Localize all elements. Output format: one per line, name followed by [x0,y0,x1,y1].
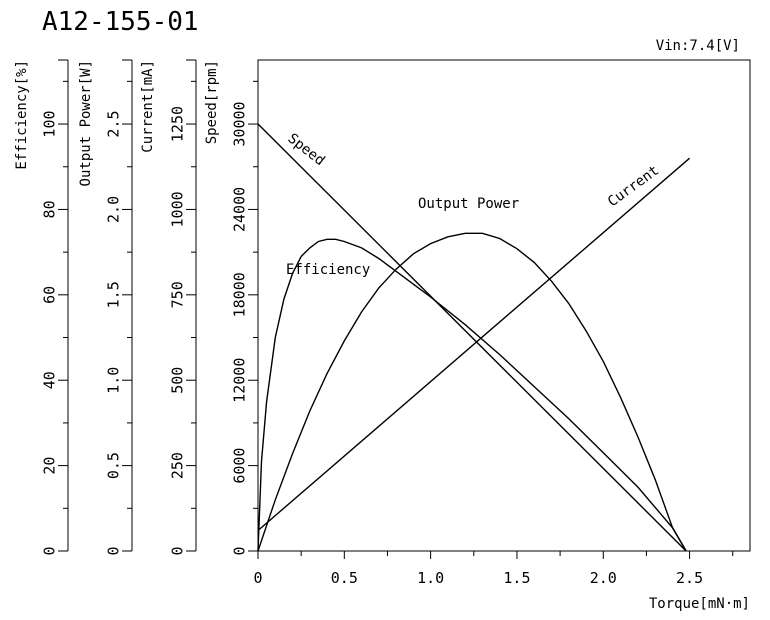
speed-tick-label: 18000 [231,272,249,317]
power-tick-label: 0.5 [105,452,123,479]
power-tick-label: 0 [105,546,123,555]
efficiency-tick-label: 40 [41,371,59,389]
series-line-output-power [257,232,687,552]
chart-title: A12-155-01 [42,7,199,37]
power-tick-label: 1.5 [105,281,123,308]
current-tick-label: 1000 [169,191,187,227]
series-lines [257,123,691,552]
x-tick-label: 0 [253,569,262,587]
current-axis-label: Current[mA] [140,60,156,153]
current-tick-label: 750 [169,281,187,308]
efficiency-axis-label: Efficiency[%] [14,60,30,170]
current-tick-label: 250 [169,452,187,479]
x-tick-label: 0.5 [331,569,358,587]
current-tick-label: 0 [169,546,187,555]
speed-tick-label: 6000 [231,448,249,484]
series-line-current [257,157,691,532]
x-tick-label: 1.5 [503,569,530,587]
speed-tick-label: 12000 [231,358,249,403]
series-label-output-power: Output Power [418,196,519,212]
y-axes: 0 20 40 60 80 100 Efficiency[%] 0 0.5 1.0 1.5 2.0 2.… [14,59,258,556]
x-axis: 0 0.5 1.0 1.5 2.0 2.5 [253,551,734,587]
x-tick-label: 1.0 [417,569,444,587]
current-tick-label: 1250 [169,106,187,142]
x-tick-label: 2.0 [590,569,617,587]
efficiency-tick-label: 0 [41,546,59,555]
speed-tick-label: 24000 [231,187,249,232]
current-tick-label: 500 [169,367,187,394]
x-tick-label: 2.5 [676,569,703,587]
series-line-efficiency [257,238,687,552]
efficiency-tick-label: 80 [41,200,59,218]
series-label-efficiency: Efficiency [286,262,370,278]
efficiency-tick-label: 100 [41,110,59,137]
speed-tick-label: 0 [231,546,249,555]
speed-tick-label: 30000 [231,101,249,146]
power-tick-label: 2.5 [105,110,123,137]
series-labels: Speed Current Output Power Efficiency [285,131,663,278]
plot-frame [257,59,751,552]
x-axis-label: Torque[mN·m] [649,596,750,612]
series-label-speed: Speed [285,131,328,170]
chart-subtitle: Vin:7.4[V] [656,38,740,54]
speed-axis-label: Speed[rpm] [204,60,220,144]
series-label-current: Current [605,163,662,211]
efficiency-tick-label: 60 [41,286,59,304]
efficiency-tick-label: 20 [41,457,59,475]
power-tick-label: 2.0 [105,196,123,223]
power-tick-label: 1.0 [105,367,123,394]
series-line-speed [257,123,687,552]
power-axis-label: Output Power[W] [78,60,94,186]
